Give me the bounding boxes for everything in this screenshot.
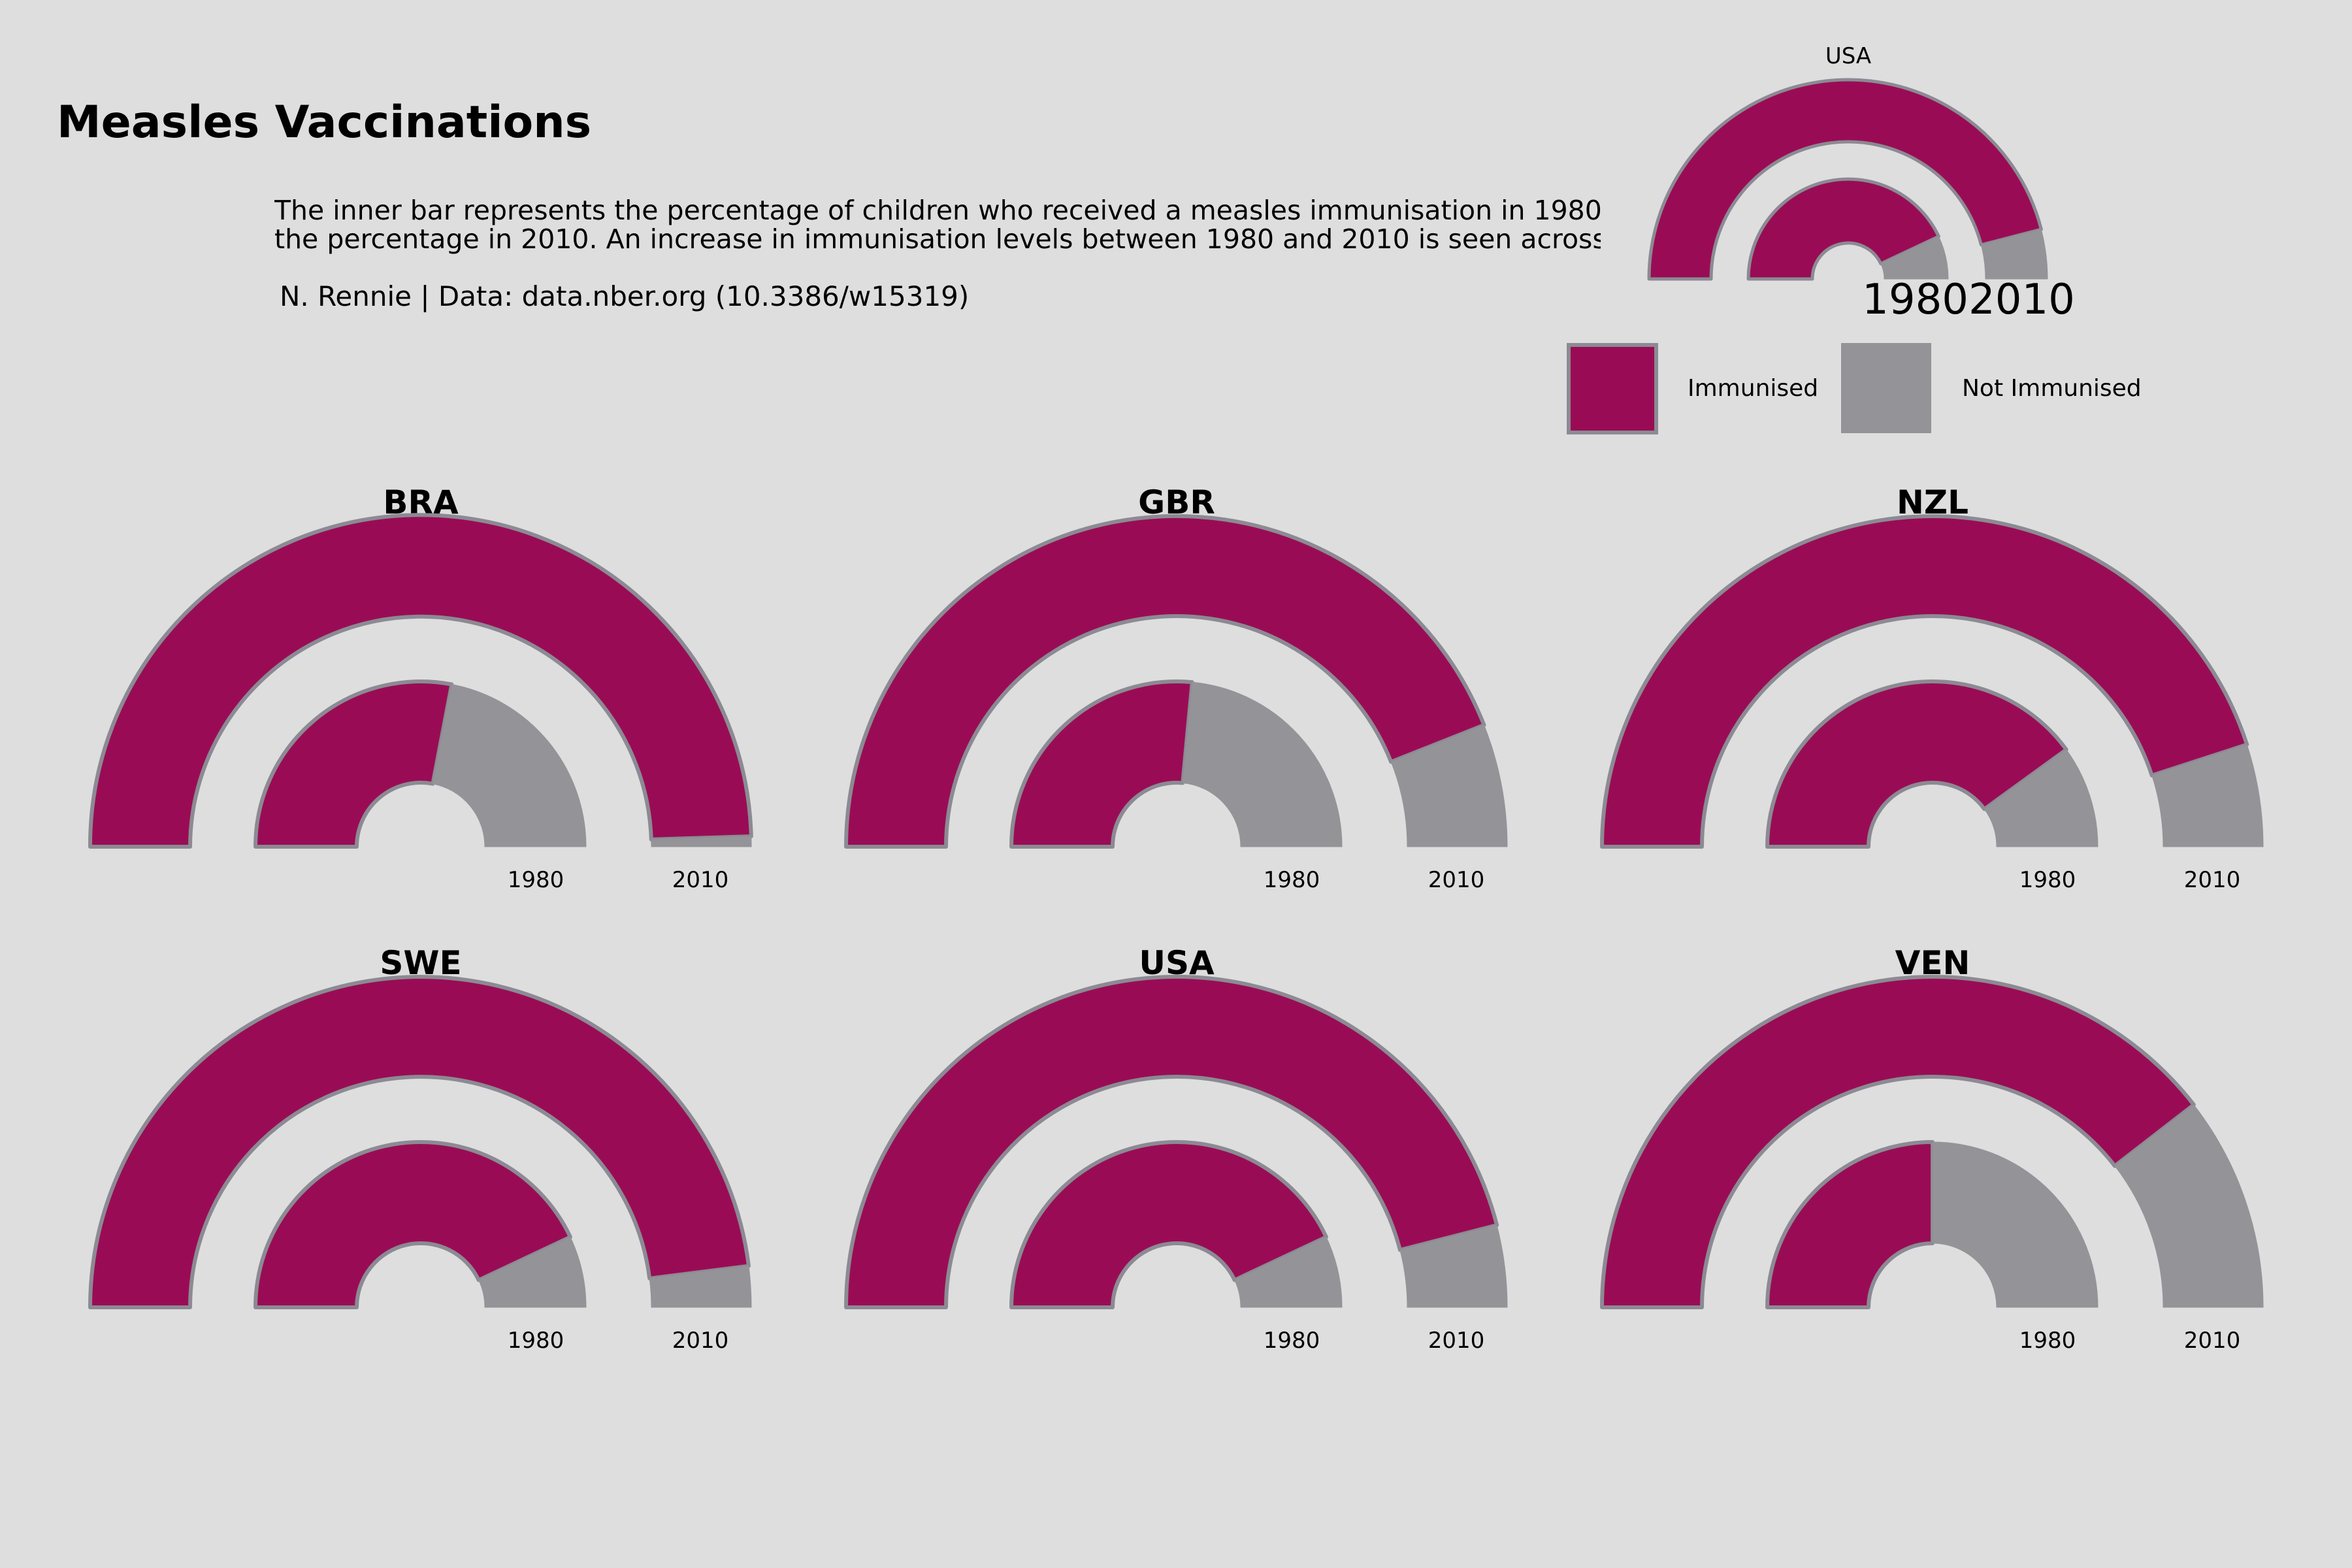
key-gauge: USA 19802010 (1647, 43, 2075, 324)
not-immunised-bar-key-2010 (1980, 229, 2048, 280)
legend-label-not-immunised: Not Immunised (1962, 375, 2142, 402)
immunised-bar-gbr-1980 (1009, 679, 1194, 849)
immunised-bar-nzl-1980 (1765, 679, 2068, 849)
year-label-2010: 2010 (2184, 1328, 2241, 1354)
legend-swatch-immunised (1567, 343, 1658, 434)
immunised-bar-swe-2010 (88, 975, 751, 1309)
not-immunised-bar-bra-1980 (432, 683, 587, 847)
not-immunised-bar-usa-2010 (1399, 1224, 1508, 1308)
key-year-labels: 19802010 (1862, 276, 2075, 324)
year-label-1980: 1980 (2019, 1328, 2076, 1354)
year-label-1980: 1980 (1264, 867, 1320, 893)
immunised-bar-usa-1980 (1009, 1140, 1328, 1309)
year-label-1980: 1980 (508, 1328, 564, 1354)
year-label-2010: 2010 (1428, 867, 1485, 893)
immunised-bar-ven-2010 (1600, 975, 2196, 1309)
not-immunised-bar-nzl-2010 (2151, 743, 2264, 847)
year-label-2010: 2010 (1428, 1328, 1485, 1354)
year-label-1980: 1980 (2019, 867, 2076, 893)
caption: N. Rennie | Data: data.nber.org (10.3386… (280, 280, 970, 312)
immunised-bar-bra-2010 (88, 513, 753, 849)
not-immunised-bar-gbr-1980 (1182, 681, 1343, 847)
not-immunised-bar-nzl-1980 (1984, 749, 2099, 847)
not-immunised-bar-swe-1980 (478, 1236, 587, 1308)
subtitle-line-2: the percentage in 2010. An increase in i… (274, 223, 1601, 255)
immunised-bar-gbr-2010 (844, 514, 1486, 849)
immunised-bar-nzl-2010 (1600, 514, 2249, 849)
year-label-2010: 2010 (672, 1328, 729, 1354)
year-label-1980: 1980 (1264, 1328, 1320, 1354)
subtitle: The inner bar represents the percentage … (274, 196, 1601, 268)
not-immunised-bar-bra-2010 (651, 836, 752, 847)
not-immunised-bar-key-1980 (1880, 236, 1949, 280)
not-immunised-bar-swe-2010 (649, 1266, 752, 1308)
key-country-label: USA (1825, 43, 1871, 69)
immunised-bar-key-2010 (1647, 78, 2043, 281)
legend-swatch-not-immunised (1841, 343, 1931, 433)
legend: Immunised Not Immunised (1567, 343, 2142, 434)
not-immunised-bar-ven-2010 (2114, 1104, 2264, 1308)
not-immunised-bar-gbr-2010 (1390, 725, 1508, 847)
page-title: Measles Vaccinations (57, 97, 592, 148)
year-label-1980: 1980 (508, 867, 564, 893)
immunised-bar-swe-1980 (253, 1140, 572, 1309)
immunised-bar-key-1980 (1746, 177, 1940, 281)
year-label-2010: 2010 (2184, 867, 2241, 893)
immunised-bar-bra-1980 (253, 679, 454, 849)
not-immunised-bar-usa-1980 (1234, 1236, 1343, 1308)
immunised-bar-usa-2010 (844, 975, 1499, 1309)
subtitle-line-1: The inner bar represents the percentage … (274, 196, 1601, 226)
year-label-2010: 2010 (672, 867, 729, 893)
immunised-bar-ven-1980 (1765, 1140, 1935, 1309)
not-immunised-bar-ven-1980 (1932, 1141, 2099, 1308)
legend-label-immunised: Immunised (1688, 375, 1818, 402)
